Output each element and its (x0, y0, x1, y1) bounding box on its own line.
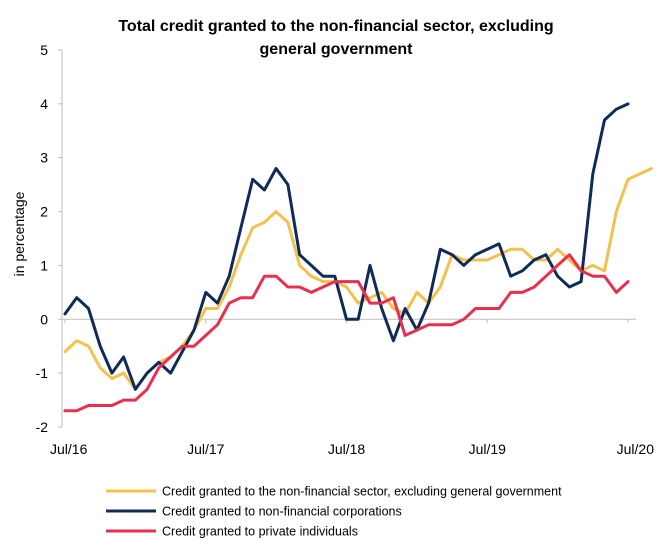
legend-label-2: Credit granted to non-financial corporat… (162, 505, 402, 519)
y-tick-label: 3 (40, 150, 48, 166)
legend-label-3: Credit granted to private individuals (162, 525, 358, 539)
y-tick-label: -1 (36, 365, 49, 381)
y-tick-label: 0 (40, 311, 48, 327)
y-tick-label: -2 (36, 419, 49, 435)
x-tick-label: Jul/17 (187, 441, 225, 457)
series-line-3 (63, 253, 630, 413)
y-tick-label: 1 (40, 257, 48, 273)
series-line-1 (63, 167, 653, 391)
legend: Credit granted to the non-financial sect… (106, 485, 562, 539)
series-line-2 (63, 102, 630, 391)
chart-title-line-2: general government (260, 41, 414, 58)
x-tick-label: Jul/16 (50, 441, 88, 457)
y-axis-label: in percentage (11, 191, 27, 276)
chart-title-line-1: Total credit granted to the non-financia… (118, 18, 553, 35)
y-tick-label: 4 (40, 96, 48, 112)
y-tick-label: 2 (40, 204, 48, 220)
series-lines (63, 102, 653, 413)
x-tick-labels: Jul/16 Jul/17 Jul/18 Jul/19 Jul/20 (50, 319, 654, 457)
x-tick-label: Jul/19 (469, 441, 507, 457)
y-tick-label: 5 (40, 42, 48, 58)
x-tick-label: Jul/20 (617, 441, 655, 457)
x-tick-label: Jul/18 (328, 441, 366, 457)
y-tick-labels: -2 -1 0 1 2 3 4 5 (36, 42, 62, 435)
legend-label-1: Credit granted to the non-financial sect… (162, 485, 562, 499)
